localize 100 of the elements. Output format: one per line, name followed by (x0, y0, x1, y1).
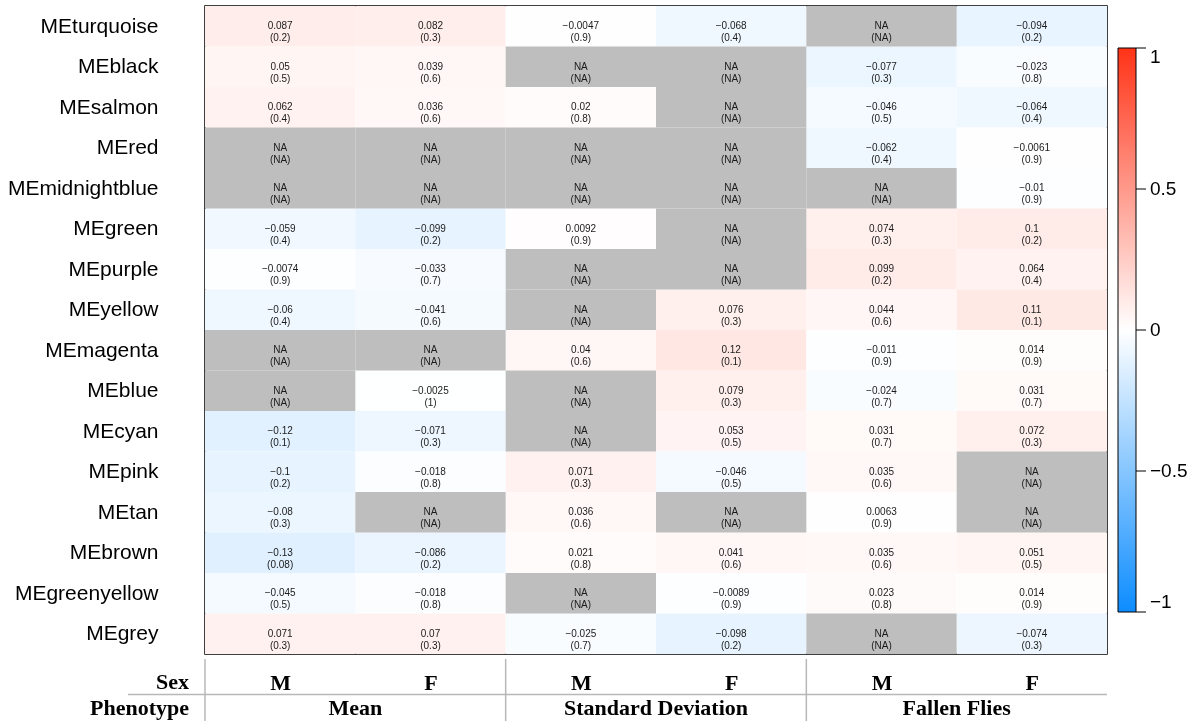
y-tick-label: MEbrown (69, 540, 159, 564)
x-tick-label: M (871, 669, 893, 695)
data-label: 0.041 (0.6) (718, 546, 745, 570)
y-tick-label: MEmidnightblue (7, 175, 159, 199)
data-label: −0.094 (0.2) (1016, 20, 1048, 44)
data-label: 0.11 (0.1) (1021, 303, 1043, 327)
text: NA (NA) (720, 101, 742, 125)
data-label: 0.076 (0.3) (718, 303, 745, 327)
text: NA (NA) (420, 141, 441, 165)
data-label: −0.018 (0.8) (415, 465, 447, 489)
color-bar-label: 0.5 (1150, 178, 1177, 199)
data-label: 0.035 (0.6) (868, 546, 895, 570)
data-label: −0.046 (0.5) (715, 465, 748, 489)
data-label: 0.035 (0.6) (868, 465, 895, 489)
data-label: −0.098 (0.2) (715, 627, 748, 651)
text: NA (NA) (420, 506, 441, 530)
data-label: −0.025 (0.7) (565, 627, 597, 651)
y-tick-label: MEblack (77, 54, 159, 78)
text: Phenotype (90, 695, 190, 720)
data-label: −0.06 (0.4) (267, 303, 294, 327)
y-tick-label: MEsalmon (59, 94, 159, 118)
text: NA (NA) (720, 60, 742, 84)
data-label: −0.033 (0.7) (415, 263, 447, 287)
data-label: −0.018 (0.8) (415, 587, 447, 611)
x-tick-label: M (270, 669, 292, 695)
data-label: −0.059 (0.4) (264, 222, 297, 246)
data-label: 0.023 (0.8) (868, 587, 895, 611)
y-tick-label: MEblue (87, 378, 159, 402)
text: NA (NA) (269, 141, 291, 165)
data-label: 0.072 (0.3) (1019, 425, 1045, 449)
text: NA (NA) (570, 303, 592, 327)
text: NA (NA) (269, 344, 291, 368)
data-label: 0.014 (0.9) (1019, 344, 1045, 368)
y-tick-label: MEtan (97, 499, 159, 523)
y-tick-label: MEgrey (86, 621, 159, 645)
data-label: −0.099 (0.2) (415, 222, 447, 246)
text: NA (NA) (570, 384, 592, 408)
x-tick-label: F (424, 669, 438, 695)
data-label: 0.051 (0.5) (1019, 546, 1045, 570)
text: NA (NA) (570, 182, 592, 206)
y-tick-label: MEred (96, 135, 159, 159)
data-label: 0.079 (0.3) (718, 384, 745, 408)
data-label: 0.036 (0.6) (417, 101, 444, 125)
text: NA (NA) (420, 182, 441, 206)
data-label: −0.0061 (0.9) (1013, 141, 1051, 165)
text: Mean (328, 695, 383, 720)
data-label: −0.13 (0.08) (267, 546, 294, 570)
data-label: 0.07 (0.3) (420, 627, 441, 651)
data-label: 0.021 (0.8) (568, 546, 594, 570)
data-label: 0.031 (0.7) (868, 425, 895, 449)
data-label: −0.08 (0.3) (267, 506, 294, 530)
text: NA (NA) (720, 222, 742, 246)
text: Fallen Flies (902, 695, 1012, 720)
y-tick-label: MEturquoise (40, 13, 159, 37)
data-label: 0.044 (0.6) (868, 303, 895, 327)
data-label: 0.062 (0.4) (267, 101, 294, 125)
data-label: −0.0074 (0.9) (261, 263, 299, 287)
y-tick-label: MEyellow (68, 297, 160, 321)
text: NA (NA) (1021, 465, 1043, 489)
color-bar-label: 0 (1150, 319, 1161, 340)
data-label: 0.031 (0.7) (1019, 384, 1045, 408)
data-label: 0.0063 (0.9) (866, 506, 898, 530)
data-label: −0.0047 (0.9) (562, 20, 600, 44)
text: NA (NA) (1021, 506, 1043, 530)
text: NA (NA) (269, 384, 291, 408)
x-axis-title: Sex (156, 669, 189, 694)
data-label: −0.1 (0.2) (269, 465, 291, 489)
data-label: 0.12 (0.1) (720, 344, 742, 368)
data-label: 0.05 (0.5) (269, 60, 291, 84)
data-label: −0.062 (0.4) (866, 141, 898, 165)
data-label: −0.071 (0.3) (415, 425, 447, 449)
y-tick-label: MEcyan (82, 418, 159, 442)
x-tick-label: M (570, 669, 592, 695)
data-label: −0.12 (0.1) (267, 425, 294, 449)
text: NA (NA) (570, 60, 592, 84)
text: NA (NA) (570, 263, 592, 287)
data-label: 0.087 (0.2) (267, 20, 294, 44)
data-label: −0.086 (0.2) (415, 546, 447, 570)
text: Standard Deviation (564, 695, 748, 720)
data-label: 0.014 (0.9) (1019, 587, 1045, 611)
text: NA (NA) (720, 141, 742, 165)
data-label: −0.041 (0.6) (415, 303, 447, 327)
data-label: 0.082 (0.3) (417, 20, 444, 44)
y-tick-label: MEmagenta (45, 337, 159, 361)
data-label: −0.077 (0.3) (866, 60, 898, 84)
text: NA (NA) (871, 182, 892, 206)
text: NA (NA) (570, 587, 592, 611)
data-label: 0.0092 (0.9) (565, 222, 597, 246)
data-label: −0.046 (0.5) (866, 101, 898, 125)
text: NA (NA) (420, 344, 441, 368)
data-label: 0.099 (0.2) (868, 263, 895, 287)
y-tick-label: MEgreen (73, 216, 159, 240)
data-label: −0.074 (0.3) (1016, 627, 1048, 651)
text: NA (NA) (720, 506, 742, 530)
data-label: −0.023 (0.8) (1016, 60, 1048, 84)
text: NA (NA) (871, 627, 892, 651)
data-label: 0.02 (0.8) (570, 101, 592, 125)
data-label: 0.036 (0.6) (568, 506, 594, 530)
y-tick-label: MEpurple (68, 256, 159, 280)
x-tick-label: F (724, 669, 739, 695)
